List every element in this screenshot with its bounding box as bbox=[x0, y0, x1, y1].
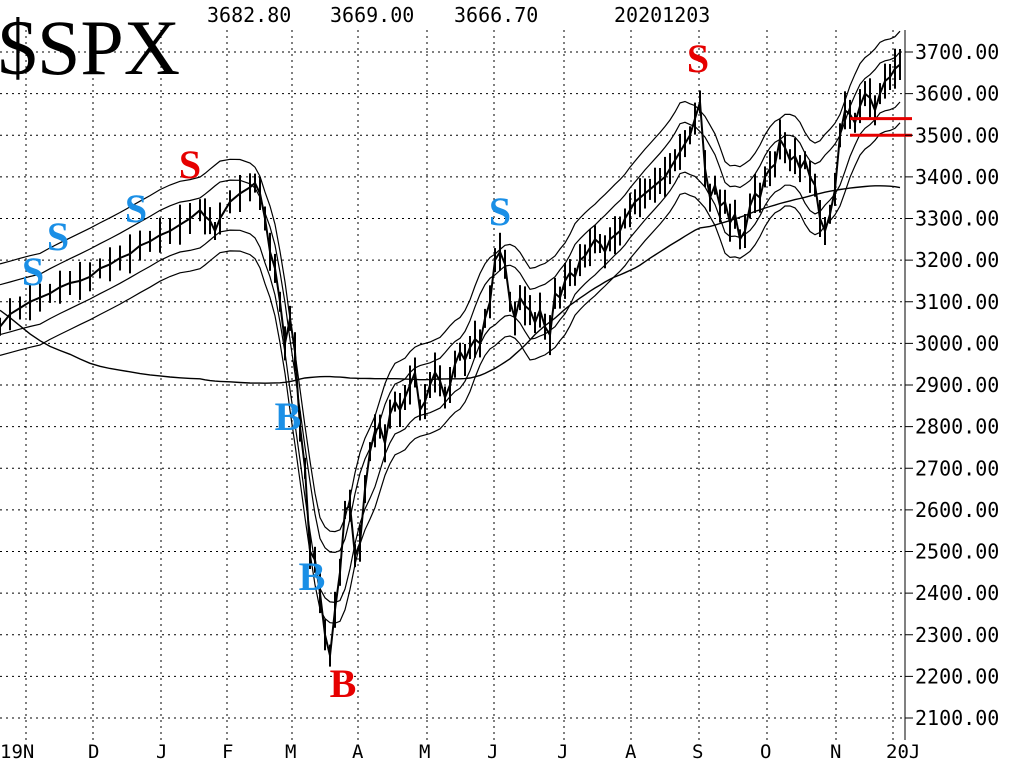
y-tick-label: 3600.00 bbox=[915, 82, 999, 106]
y-tick-label: 3000.00 bbox=[915, 331, 999, 355]
sell-signal-blue: S bbox=[22, 249, 44, 294]
x-tick-label: J bbox=[487, 741, 498, 763]
header-date: 20201203 bbox=[614, 3, 710, 27]
sell-signal-red: S bbox=[179, 142, 201, 187]
header-value-1: 3682.80 bbox=[207, 3, 291, 27]
y-tick-label: 3700.00 bbox=[915, 40, 999, 64]
y-tick-label: 2600.00 bbox=[915, 498, 999, 522]
x-tick-label: 19N bbox=[0, 741, 34, 763]
sell-signal-blue: S bbox=[47, 214, 69, 259]
x-tick-label: F bbox=[222, 741, 233, 763]
y-tick-label: 2700.00 bbox=[915, 456, 999, 480]
header-value-2: 3669.00 bbox=[330, 3, 414, 27]
x-tick-label: S bbox=[692, 741, 703, 763]
x-tick-label: J bbox=[557, 741, 568, 763]
x-tick-label: M bbox=[419, 741, 430, 763]
y-tick-label: 3500.00 bbox=[915, 123, 999, 147]
x-tick-label: N bbox=[830, 741, 841, 763]
band-line-3 bbox=[0, 122, 901, 624]
y-tick-label: 2800.00 bbox=[915, 415, 999, 439]
y-tick-label: 3400.00 bbox=[915, 165, 999, 189]
y-tick-label: 2500.00 bbox=[915, 540, 999, 564]
envelope-bands bbox=[0, 30, 901, 624]
x-tick-label: D bbox=[88, 741, 99, 763]
band-line-1 bbox=[0, 51, 901, 554]
band-line-2 bbox=[0, 101, 901, 604]
y-tick-label: 2300.00 bbox=[915, 623, 999, 647]
y-tick-label: 2100.00 bbox=[915, 706, 999, 730]
band-line-0 bbox=[0, 30, 901, 533]
x-tick-label: O bbox=[760, 741, 771, 763]
ticker-title: $SPX bbox=[0, 4, 180, 91]
y-tick-label: 2200.00 bbox=[915, 664, 999, 688]
grid-layer bbox=[0, 30, 906, 740]
sell-signal-red: S bbox=[687, 36, 709, 81]
long-moving-average bbox=[0, 185, 901, 384]
buy-signal-blue: B bbox=[299, 554, 326, 599]
x-tick-label: A bbox=[352, 741, 364, 763]
x-tick-label: 20J bbox=[886, 741, 920, 763]
support-lines bbox=[850, 117, 912, 137]
x-axis: 19N D J F M A M J J A S O N 20J bbox=[0, 741, 920, 763]
buy-signal-red: B bbox=[330, 661, 357, 706]
header-value-3: 3666.70 bbox=[454, 3, 538, 27]
y-axis: 3700.00 3600.00 3500.00 3400.00 3300.00 3200.… bbox=[905, 40, 999, 730]
y-tick-label: 2900.00 bbox=[915, 373, 999, 397]
x-tick-label: J bbox=[156, 741, 167, 763]
sell-signal-blue: S bbox=[489, 189, 511, 234]
x-tick-label: A bbox=[625, 741, 637, 763]
buy-signal-blue: B bbox=[275, 394, 302, 439]
y-tick-label: 3100.00 bbox=[915, 290, 999, 314]
y-tick-label: 3200.00 bbox=[915, 248, 999, 272]
y-tick-label: 2400.00 bbox=[915, 581, 999, 605]
price-line bbox=[0, 63, 901, 656]
x-tick-label: M bbox=[285, 741, 296, 763]
y-tick-label: 3300.00 bbox=[915, 207, 999, 231]
sell-signal-blue: S bbox=[125, 186, 147, 231]
price-bars bbox=[0, 48, 901, 667]
